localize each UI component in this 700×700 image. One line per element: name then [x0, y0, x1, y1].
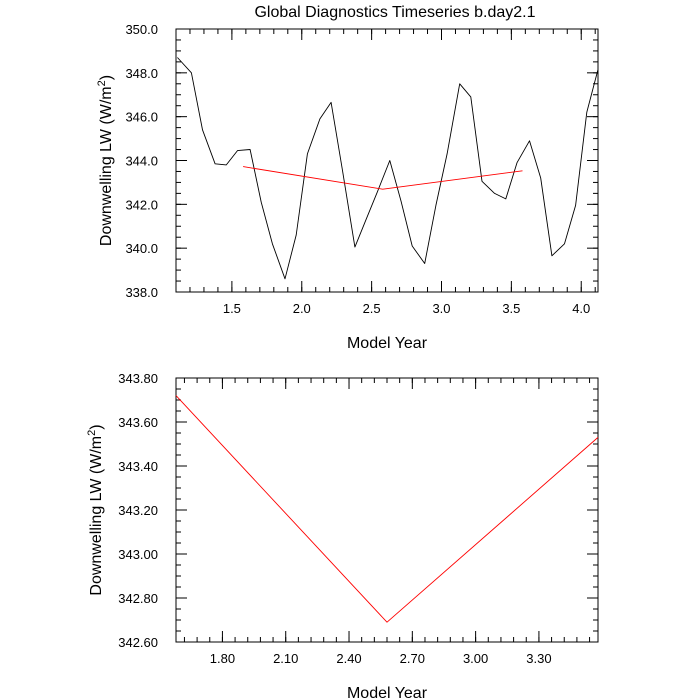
- top-panel: 1.5 2.0 2.5 3.0 3.5 4.0 338.0 340.0 342.0 344.0 34…: [96, 22, 599, 352]
- y-axis-label: Downwelling LW (W/m2): [86, 424, 105, 595]
- y-axis-label: Downwelling LW (W/m2): [96, 75, 115, 246]
- x-tick-label: 2.0: [293, 301, 311, 316]
- y-tick-label: 343.20: [118, 503, 158, 518]
- x-tick-label: 2.10: [273, 651, 298, 666]
- y-tick-label: 338.0: [125, 285, 158, 300]
- x-tick-label: 1.5: [223, 301, 241, 316]
- x-tick-label: 2.70: [400, 651, 425, 666]
- plot-frame: [175, 28, 599, 293]
- x-tick-label: 1.80: [210, 651, 235, 666]
- y-tick-label: 343.60: [118, 415, 158, 430]
- y-tick-label: 343.40: [118, 459, 158, 474]
- y-tick-label: 344.0: [125, 154, 158, 169]
- x-tick-label: 4.0: [572, 301, 590, 316]
- x-axis-label: Model Year: [347, 685, 428, 700]
- x-tick-label: 3.00: [463, 651, 488, 666]
- x-tick-label: 3.5: [502, 301, 520, 316]
- y-tick-label: 343.00: [118, 547, 158, 562]
- y-tick-label: 350.0: [125, 22, 158, 37]
- y-tick-label: 342.60: [118, 635, 158, 650]
- plot-frame: [175, 377, 599, 643]
- x-tick-label: 2.5: [363, 301, 381, 316]
- bottom-panel: 1.80 2.10 2.40 2.70 3.00 3.30 342.60 342.80 343.…: [86, 371, 599, 700]
- series-line-1: [243, 166, 523, 190]
- y-tick-label: 340.0: [125, 241, 158, 256]
- y-tick-label: 348.0: [125, 66, 158, 81]
- chart-title: Global Diagnostics Timeseries b.day2.1: [254, 4, 535, 21]
- y-tick-label: 342.80: [118, 591, 158, 606]
- y-tick-label: 343.80: [118, 371, 158, 386]
- y-tick-label: 342.0: [125, 197, 158, 212]
- y-tick-label: 346.0: [125, 110, 158, 125]
- series-line-0: [175, 395, 599, 623]
- series-line-0: [177, 57, 599, 280]
- x-tick-label: 3.30: [526, 651, 551, 666]
- x-tick-label: 2.40: [336, 651, 361, 666]
- x-axis-label: Model Year: [347, 335, 428, 352]
- x-tick-label: 3.0: [432, 301, 450, 316]
